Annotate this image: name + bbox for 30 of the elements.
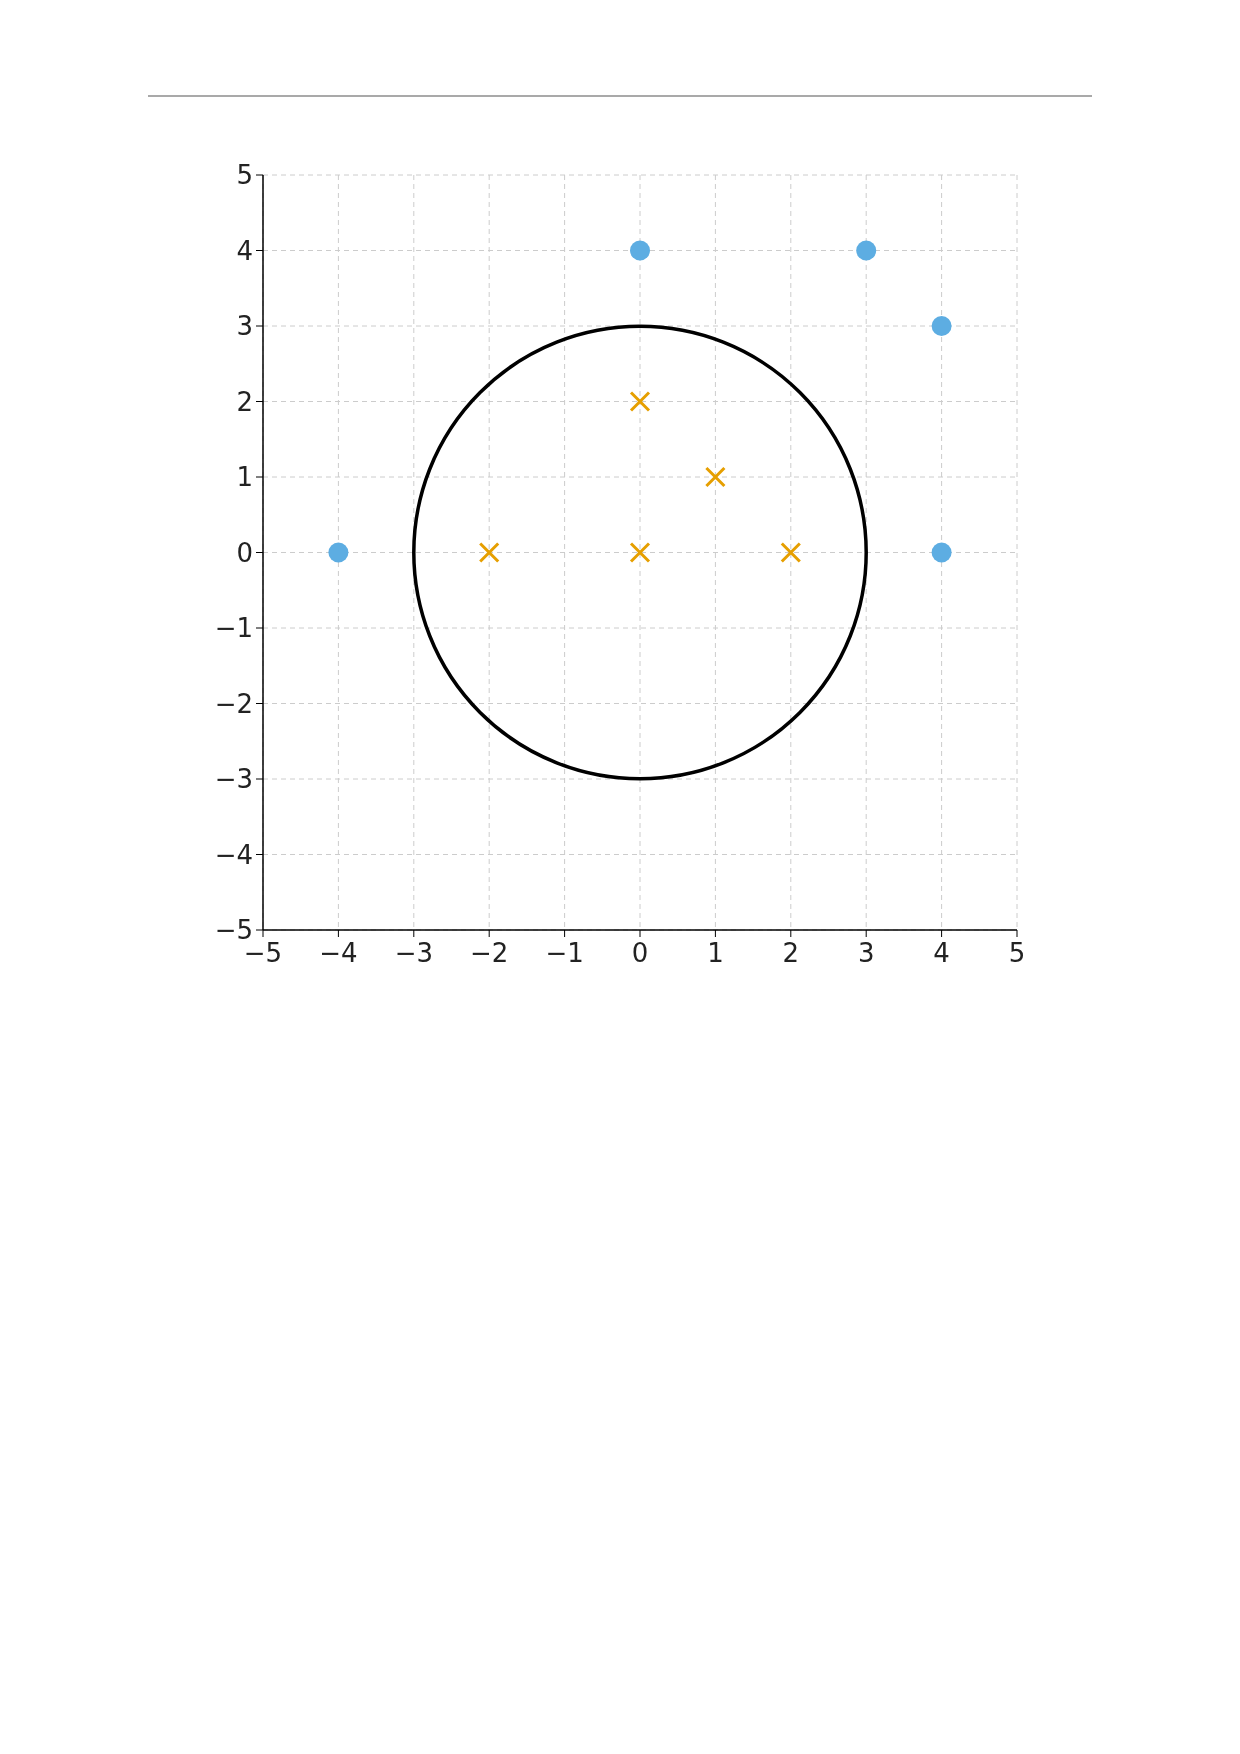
y-tick-label: −4 xyxy=(214,839,253,870)
point xyxy=(931,316,952,336)
point xyxy=(704,466,726,488)
y-tick-label: −1 xyxy=(214,613,253,643)
x-tick-label: 1 xyxy=(707,938,724,968)
y-tick-label: 5 xyxy=(236,160,253,190)
x-tick-label: 0 xyxy=(631,938,649,968)
point xyxy=(780,542,802,563)
x-tick-label: −1 xyxy=(545,938,584,968)
x-tick-label: 3 xyxy=(857,938,875,968)
point xyxy=(328,542,349,563)
y-tick-label: 0 xyxy=(236,537,253,568)
x-tick-label: −4 xyxy=(319,938,358,968)
y-tick-label: 2 xyxy=(236,386,253,417)
y-tick-label: −2 xyxy=(214,688,253,719)
point xyxy=(478,542,500,563)
y-tick-label: 3 xyxy=(236,311,253,341)
x-tick-label: 5 xyxy=(1008,938,1026,968)
y-tick-label: −5 xyxy=(214,915,253,945)
x-tick-label: 4 xyxy=(933,938,950,968)
point xyxy=(856,240,877,261)
point xyxy=(629,391,651,412)
point xyxy=(931,542,952,563)
x-tick-label: −2 xyxy=(470,938,509,968)
y-tick-label: −3 xyxy=(214,764,253,794)
y-tick-label: 4 xyxy=(236,235,253,266)
x-tick-label: −3 xyxy=(394,938,433,968)
x-tick-label: 2 xyxy=(782,938,800,968)
y-tick-label: 1 xyxy=(236,462,253,492)
point xyxy=(630,240,650,261)
